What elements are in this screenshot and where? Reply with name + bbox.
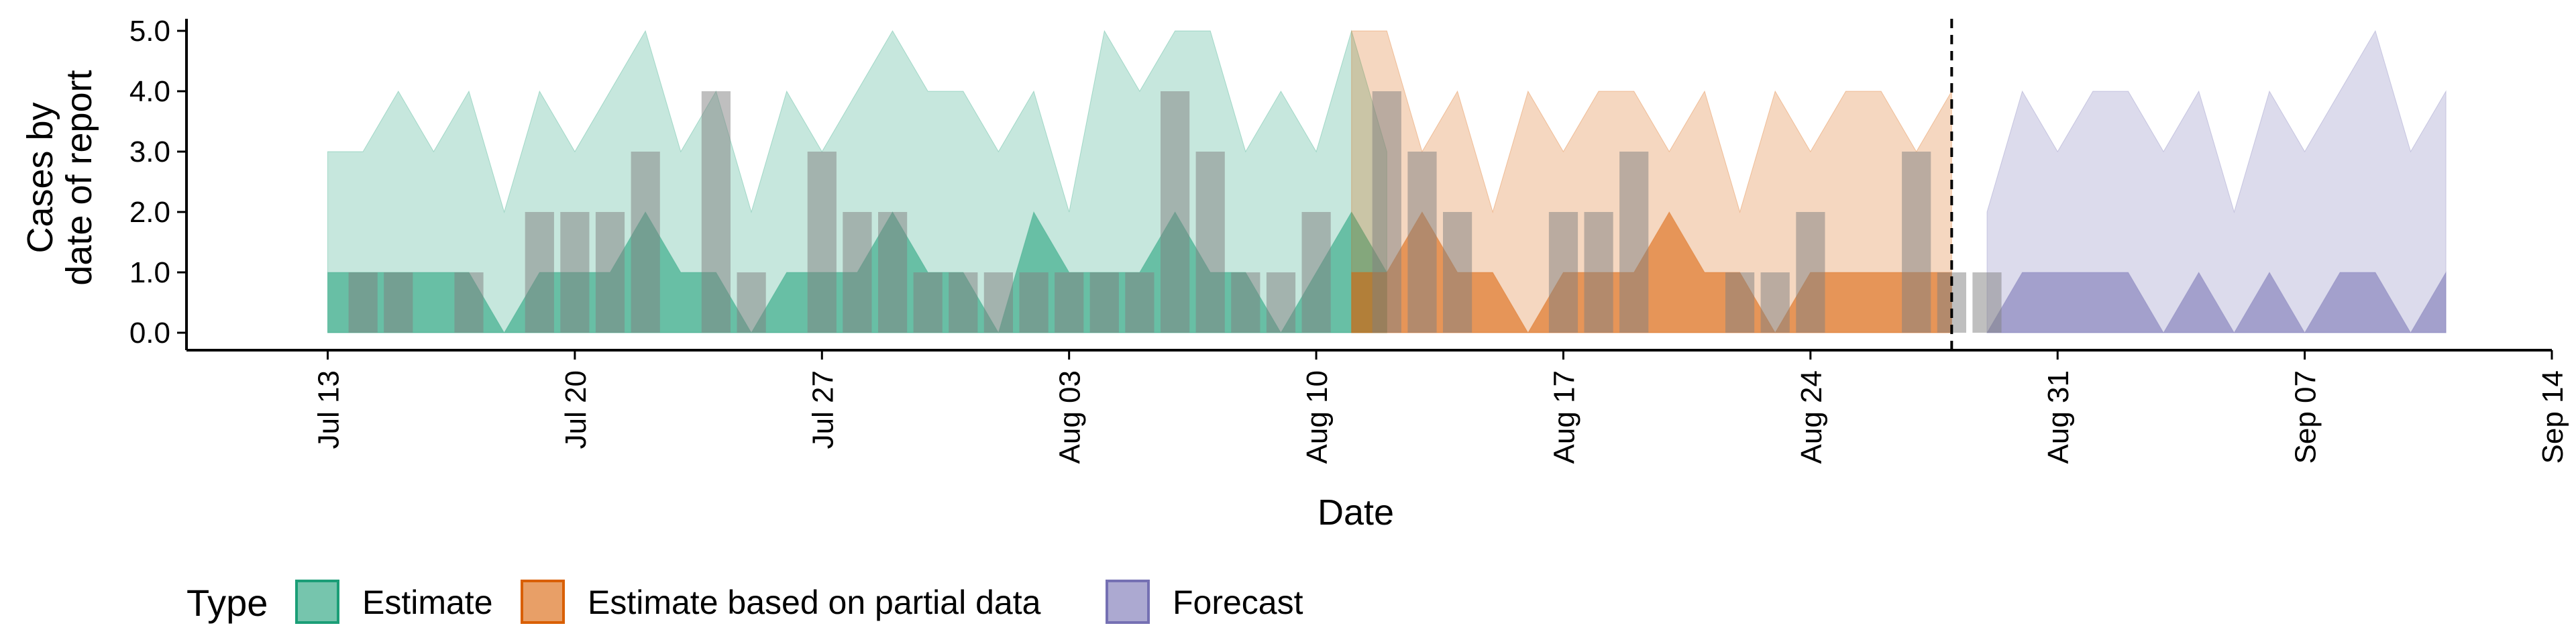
observed-bar bbox=[1161, 91, 1190, 333]
observed-bar bbox=[454, 272, 484, 333]
x-tick-label: Aug 10 bbox=[1301, 370, 1334, 464]
legend-swatch bbox=[295, 580, 339, 624]
observed-bar bbox=[1619, 152, 1649, 333]
observed-bar-layer bbox=[348, 91, 2002, 333]
x-tick-label: Aug 24 bbox=[1795, 370, 1828, 464]
y-tick-label: 4.0 bbox=[129, 75, 170, 108]
x-tick-label: Jul 13 bbox=[313, 370, 345, 449]
legend-swatch bbox=[521, 580, 565, 624]
observed-bar bbox=[1443, 212, 1472, 333]
y-tick-label: 5.0 bbox=[129, 15, 170, 48]
legend-label: Estimate bbox=[362, 584, 493, 621]
observed-bar bbox=[1725, 272, 1755, 333]
observed-bar bbox=[1760, 272, 1790, 333]
x-tick-label: Aug 17 bbox=[1548, 370, 1580, 464]
observed-bar bbox=[913, 272, 943, 333]
y-tick-label: 1.0 bbox=[129, 256, 170, 289]
x-tick-label: Aug 31 bbox=[2042, 370, 2075, 464]
legend-label: Estimate based on partial data bbox=[588, 584, 1041, 621]
observed-bar bbox=[807, 152, 837, 333]
observed-bar bbox=[1089, 272, 1119, 333]
x-tick-label: Jul 27 bbox=[806, 370, 839, 449]
observed-bar bbox=[1972, 272, 2002, 333]
legend-label: Forecast bbox=[1173, 584, 1303, 621]
observed-bar bbox=[878, 212, 908, 333]
x-axis-title: Date bbox=[1318, 492, 1394, 533]
observed-bar bbox=[1266, 272, 1296, 333]
observed-bar bbox=[384, 272, 413, 333]
observed-bar bbox=[1195, 152, 1225, 333]
observed-bar bbox=[1125, 272, 1155, 333]
observed-bar bbox=[1055, 272, 1084, 333]
observed-bar bbox=[701, 91, 731, 333]
observed-bar bbox=[1231, 272, 1260, 333]
observed-bar bbox=[737, 272, 766, 333]
observed-bar bbox=[1902, 152, 1931, 333]
axes-layer: 0.0 1.0 2.0 3.0 4.0 5.0 Jul 13 Jul 20 Jul 27 Aug … bbox=[20, 15, 2569, 533]
observed-bar bbox=[348, 272, 378, 333]
observed-bar bbox=[631, 152, 660, 333]
observed-bar bbox=[1372, 91, 1401, 333]
x-tick-label: Sep 07 bbox=[2290, 370, 2322, 464]
x-tick-label: Aug 03 bbox=[1054, 370, 1087, 464]
y-tick-label: 2.0 bbox=[129, 196, 170, 229]
observed-bar bbox=[595, 212, 625, 333]
observed-bar bbox=[949, 272, 978, 333]
ribbon-50-forecast bbox=[1986, 271, 2447, 333]
x-tick-label: Sep 14 bbox=[2536, 370, 2569, 464]
y-axis-title: Cases by bbox=[20, 102, 60, 253]
observed-bar bbox=[1796, 212, 1825, 333]
observed-bar bbox=[1584, 212, 1613, 333]
observed-bar bbox=[1407, 152, 1437, 333]
observed-bar bbox=[983, 272, 1013, 333]
y-tick-label: 0.0 bbox=[129, 317, 170, 350]
observed-bar bbox=[1301, 212, 1331, 333]
observed-bar bbox=[560, 212, 590, 333]
y-axis-title: date of report bbox=[59, 70, 99, 285]
x-tick-label: Jul 20 bbox=[559, 370, 592, 449]
observed-bar bbox=[1019, 272, 1049, 333]
observed-bar bbox=[525, 212, 554, 333]
observed-bar bbox=[843, 212, 872, 333]
legend: Type Estimate Estimate based on partial da… bbox=[186, 580, 1303, 624]
legend-swatch bbox=[1106, 580, 1150, 624]
legend-title: Type bbox=[186, 582, 268, 624]
y-tick-label: 3.0 bbox=[129, 136, 170, 168]
observed-bar bbox=[1548, 212, 1578, 333]
